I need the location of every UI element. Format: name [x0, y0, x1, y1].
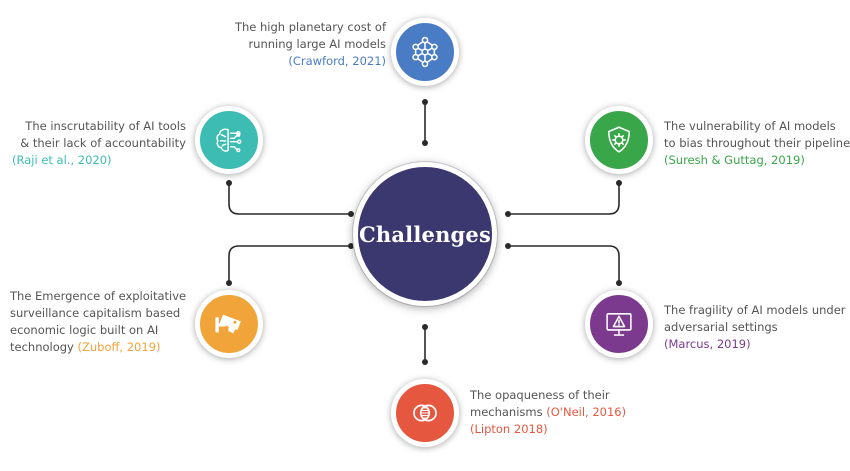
- hub-label: Challenges: [358, 221, 492, 247]
- connector-dot: [348, 243, 354, 249]
- challenge-text-line: The inscrutability of AI tools: [25, 119, 186, 133]
- neural-network-icon: [412, 36, 438, 68]
- text-planetary-cost: The high planetary cost of running large…: [214, 19, 386, 70]
- connector-dot: [505, 243, 511, 249]
- node-planetary-cost: [391, 18, 459, 86]
- challenge-text-line: & their lack of accountability: [20, 136, 186, 150]
- text-opaqueness: The opaqueness of their mechanisms (O'Ne…: [470, 387, 670, 438]
- challenge-text-line: mechanisms: [470, 405, 543, 419]
- challenge-text-line: economic logic built on AI: [10, 323, 159, 337]
- text-inscrutability: The inscrutability of AI tools & their l…: [12, 118, 186, 169]
- overlapping-circles-icon: [413, 404, 437, 422]
- monitor-warning-icon: [606, 313, 632, 336]
- ai-brain-icon: [216, 128, 242, 153]
- connector-dot: [422, 140, 428, 146]
- challenge-text-line: adversarial settings: [664, 320, 778, 334]
- connector-dot: [616, 180, 622, 186]
- challenge-text-line: The vulnerability of AI models: [664, 119, 836, 133]
- security-camera-icon: [215, 314, 241, 334]
- challenge-text-line: running large AI models: [248, 37, 386, 51]
- challenge-text-line: The Emergence of exploitative: [10, 289, 187, 303]
- citation: (O'Neil, 2016): [546, 405, 627, 419]
- connector-lower-right: [508, 245, 620, 283]
- connector-lower-left: [228, 245, 351, 283]
- challenge-text-line: to bias throughout their pipeline: [664, 136, 850, 150]
- challenge-text-line: The fragility of AI models under: [664, 303, 846, 317]
- citation: (Lipton 2018): [470, 422, 548, 436]
- text-adversarial-fragility: The fragility of AI models under adversa…: [664, 302, 846, 353]
- connector-dot: [226, 180, 232, 186]
- node-inscrutability: [195, 106, 263, 174]
- shield-virus-icon: [608, 126, 630, 153]
- connector-dot: [226, 280, 232, 286]
- challenge-text-line: The high planetary cost of: [234, 20, 386, 34]
- connector-dot: [616, 280, 622, 286]
- challenge-text-line: technology: [10, 340, 74, 354]
- citation: (Raji et al., 2020): [12, 153, 112, 167]
- connector-upper-left: [228, 183, 351, 215]
- node-surveillance-capitalism: [195, 290, 263, 358]
- connector-dot: [505, 211, 511, 217]
- text-surveillance-capitalism: The Emergence of exploitative surveillan…: [10, 288, 188, 356]
- citation: (Crawford, 2021): [288, 54, 386, 68]
- connector-dot: [422, 324, 428, 330]
- node-bias-vulnerability: [585, 106, 653, 174]
- challenges-hub: Challenges: [353, 162, 497, 306]
- citation: (Zuboff, 2019): [77, 340, 161, 354]
- connector-dot: [348, 211, 354, 217]
- citation: (Marcus, 2019): [664, 337, 751, 351]
- connector-dot: [422, 359, 428, 365]
- node-opaqueness: [391, 379, 459, 447]
- text-bias-vulnerability: The vulnerability of AI models to bias t…: [664, 118, 850, 169]
- connector-upper-right: [508, 183, 620, 215]
- challenge-text-line: surveillance capitalism based: [10, 306, 181, 320]
- challenge-text-line: The opaqueness of their: [470, 388, 610, 402]
- node-adversarial-fragility: [585, 290, 653, 358]
- citation: (Suresh & Guttag, 2019): [664, 153, 805, 167]
- connector-dot: [422, 99, 428, 105]
